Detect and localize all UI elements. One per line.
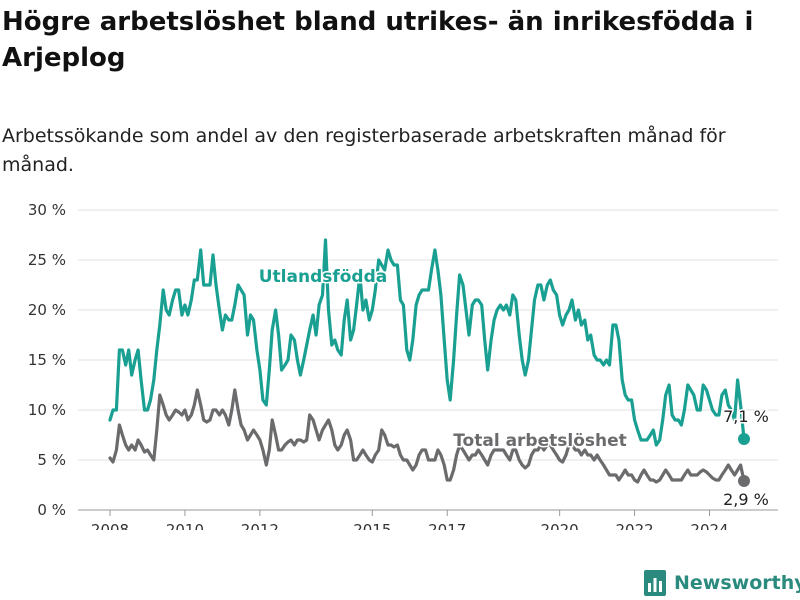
x-tick-label: 2024 <box>690 521 728 530</box>
series-end-label: 2,9 % <box>723 490 769 509</box>
x-tick-label: 2012 <box>241 521 279 530</box>
series-end-point <box>738 433 751 445</box>
y-tick-label: 0 % <box>37 501 66 519</box>
y-tick-label: 5 % <box>37 451 66 469</box>
y-tick-label: 25 % <box>28 251 66 269</box>
x-tick-label: 2022 <box>615 521 653 530</box>
series-line <box>108 388 746 484</box>
x-tick-label: 2017 <box>428 521 466 530</box>
x-tick-label: 2020 <box>541 521 579 530</box>
x-tick-label: 2008 <box>91 521 129 530</box>
series-end-point <box>738 475 751 487</box>
x-tick-label: 2010 <box>166 521 204 530</box>
line-chart: 0 % 5 % 10 % 15 % 20 % 25 % 30 % 2008 2010 2012 20… <box>28 201 778 530</box>
chart-title: Högre arbetslöshet bland utrikes- än inr… <box>2 7 754 73</box>
newsworthy-logo: Newsworthy <box>644 568 800 598</box>
brand-name: Newsworthy <box>674 572 800 594</box>
y-tick-label: 10 % <box>28 401 66 419</box>
y-tick-label: 15 % <box>28 351 66 369</box>
bar-chart-logo-icon <box>644 570 666 596</box>
series-name-label: Utlandsfödda <box>259 267 388 287</box>
series-end-label: 7,1 % <box>723 407 769 426</box>
series-name-label: Total arbetslöshet <box>453 431 627 451</box>
series-line <box>108 238 746 447</box>
x-tick-label: 2015 <box>353 521 391 530</box>
y-tick-label: 30 % <box>28 201 66 219</box>
y-tick-label: 20 % <box>28 301 66 319</box>
chart-subtitle: Arbetssökande som andel av den registerb… <box>2 125 726 176</box>
